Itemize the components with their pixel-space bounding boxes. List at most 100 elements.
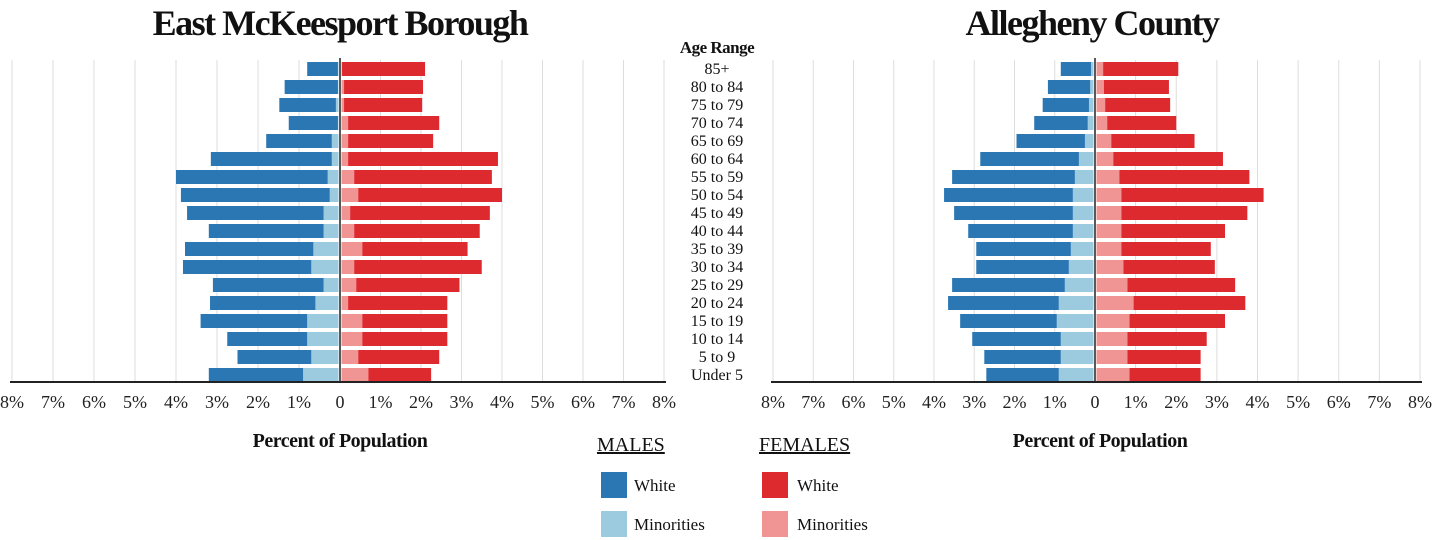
bar-female-white-1-8 — [1121, 206, 1248, 220]
bar-female-white-1-10 — [1121, 242, 1211, 256]
bar-male-white-0-16 — [237, 350, 312, 364]
bar-female-minorities-0-4 — [341, 134, 349, 148]
age-label-2: 75 to 79 — [691, 97, 743, 114]
age-label-14: 15 to 19 — [691, 313, 743, 330]
bar-female-minorities-1-14 — [1096, 314, 1130, 328]
chart-title-right: Allegheny County — [965, 3, 1220, 43]
age-range-header: Age Range — [680, 38, 755, 57]
x-tick-label-0-4: 4% — [164, 392, 188, 412]
bar-male-white-1-13 — [948, 296, 1059, 310]
bar-male-white-0-3 — [288, 116, 338, 130]
bar-male-minorities-1-7 — [1072, 188, 1094, 202]
bar-male-minorities-1-13 — [1058, 296, 1094, 310]
bar-male-white-1-15 — [972, 332, 1061, 346]
x-tick-label-0-10: 2% — [409, 392, 433, 412]
bar-female-minorities-1-4 — [1096, 134, 1112, 148]
age-label-12: 25 to 29 — [691, 277, 743, 294]
x-tick-label-1-15: 7% — [1367, 392, 1391, 412]
bar-female-minorities-1-17 — [1096, 368, 1130, 382]
bar-male-white-1-17 — [986, 368, 1059, 382]
bar-male-white-1-9 — [968, 224, 1073, 238]
x-tick-label-1-5: 3% — [962, 392, 986, 412]
bar-female-white-0-3 — [348, 116, 440, 130]
legend-swatch-male-minorities — [601, 511, 627, 537]
bar-female-minorities-1-7 — [1096, 188, 1122, 202]
bar-male-white-0-13 — [210, 296, 316, 310]
bar-male-minorities-0-3 — [337, 116, 339, 130]
bar-male-minorities-1-16 — [1060, 350, 1094, 364]
x-tick-label-0-0: 8% — [0, 392, 24, 412]
bar-female-minorities-0-0 — [341, 62, 343, 76]
bar-female-white-1-15 — [1127, 332, 1207, 346]
age-label-8: 45 to 49 — [691, 205, 743, 222]
legend-label-female-white: White — [797, 476, 839, 495]
x-tick-label-0-14: 6% — [571, 392, 595, 412]
legend-label-male-white: White — [634, 476, 676, 495]
age-label-9: 40 to 44 — [691, 223, 743, 240]
bar-male-white-0-12 — [212, 278, 324, 292]
bar-female-minorities-1-3 — [1096, 116, 1108, 130]
x-tick-label-1-6: 2% — [1003, 392, 1027, 412]
bar-female-minorities-1-8 — [1096, 206, 1122, 220]
x-tick-label-0-15: 7% — [612, 392, 636, 412]
bar-female-white-0-0 — [342, 62, 426, 76]
bar-male-minorities-0-6 — [327, 170, 339, 184]
bar-male-minorities-1-17 — [1058, 368, 1094, 382]
bar-male-white-0-4 — [266, 134, 332, 148]
bar-male-minorities-1-5 — [1078, 152, 1094, 166]
bar-male-minorities-0-2 — [335, 98, 339, 112]
bar-female-white-1-0 — [1103, 62, 1179, 76]
bar-female-white-0-12 — [356, 278, 460, 292]
bar-female-minorities-0-8 — [341, 206, 351, 220]
x-tick-label-0-11: 3% — [450, 392, 474, 412]
bar-female-minorities-0-15 — [341, 332, 363, 346]
bar-male-white-0-15 — [227, 332, 308, 346]
bar-female-white-1-7 — [1121, 188, 1264, 202]
bar-male-white-1-16 — [984, 350, 1061, 364]
bar-female-white-0-11 — [354, 260, 482, 274]
x-tick-label-1-10: 2% — [1164, 392, 1188, 412]
bar-female-minorities-1-1 — [1096, 80, 1104, 94]
bar-male-minorities-0-7 — [329, 188, 339, 202]
bar-female-white-1-14 — [1129, 314, 1225, 328]
bar-female-white-1-16 — [1127, 350, 1201, 364]
bar-male-minorities-0-1 — [337, 80, 339, 94]
bar-male-white-1-6 — [952, 170, 1075, 184]
bar-male-minorities-1-9 — [1072, 224, 1094, 238]
bar-female-white-1-4 — [1111, 134, 1195, 148]
bar-female-white-1-6 — [1119, 170, 1250, 184]
bar-female-white-0-13 — [348, 296, 448, 310]
bar-male-white-0-8 — [187, 206, 324, 220]
age-label-11: 30 to 34 — [691, 259, 743, 276]
age-label-3: 70 to 74 — [691, 115, 743, 132]
bar-male-minorities-0-10 — [313, 242, 339, 256]
age-label-16: 5 to 9 — [699, 349, 735, 366]
bar-male-white-1-5 — [980, 152, 1079, 166]
age-label-0: 85+ — [704, 61, 729, 78]
bar-female-white-0-10 — [362, 242, 468, 256]
bar-female-minorities-0-13 — [341, 296, 349, 310]
bar-female-minorities-1-15 — [1096, 332, 1128, 346]
x-axis-label-left: Percent of Population — [252, 430, 428, 452]
bar-female-minorities-0-17 — [341, 368, 369, 382]
bar-male-white-0-14 — [200, 314, 308, 328]
bar-female-minorities-1-2 — [1096, 98, 1106, 112]
bar-female-minorities-1-12 — [1096, 278, 1128, 292]
x-tick-label-0-9: 1% — [369, 392, 393, 412]
bar-male-minorities-0-11 — [311, 260, 339, 274]
age-label-17: Under 5 — [691, 367, 743, 384]
bar-female-minorities-0-6 — [341, 170, 355, 184]
legend-swatch-male-white — [601, 472, 627, 498]
x-tick-label-0-12: 4% — [490, 392, 514, 412]
bar-male-white-1-3 — [1034, 116, 1088, 130]
bar-female-white-0-5 — [348, 152, 498, 166]
bar-male-minorities-0-16 — [311, 350, 339, 364]
bar-male-minorities-1-10 — [1070, 242, 1094, 256]
bar-female-white-0-2 — [344, 98, 423, 112]
bar-male-minorities-1-2 — [1088, 98, 1094, 112]
bar-male-white-0-1 — [284, 80, 338, 94]
bar-male-minorities-0-5 — [331, 152, 339, 166]
bar-male-white-0-9 — [208, 224, 324, 238]
bar-female-white-0-8 — [350, 206, 490, 220]
bar-female-white-1-1 — [1103, 80, 1169, 94]
